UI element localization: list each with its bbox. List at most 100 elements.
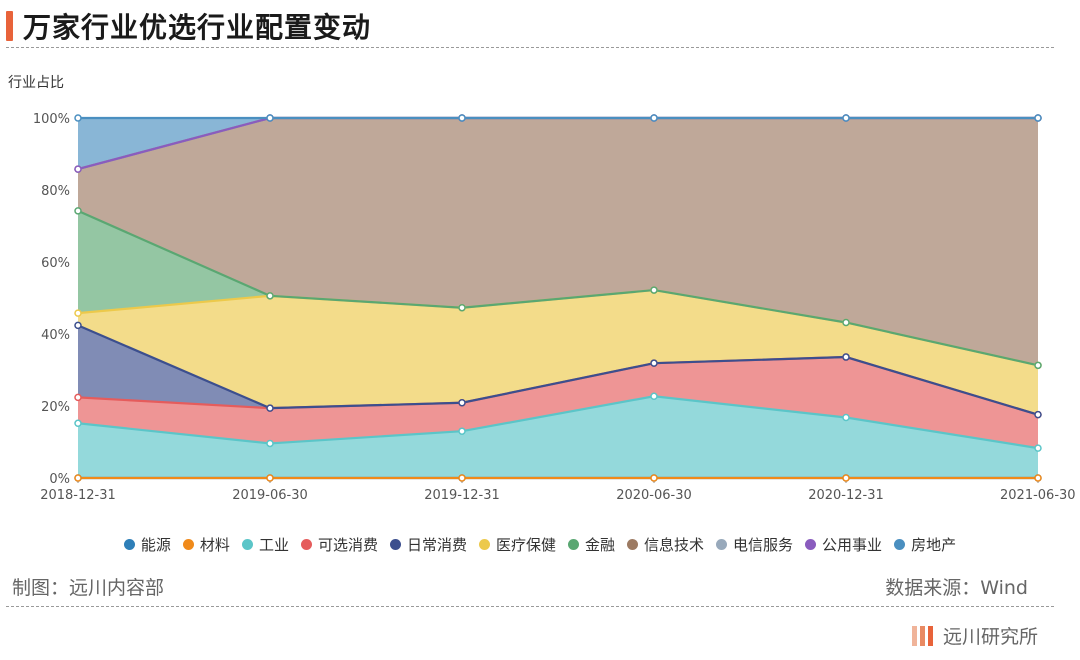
legend-label: 可选消费 [317, 536, 378, 554]
point-金融-2020-06-30[interactable] [650, 286, 658, 294]
y-tick-label: 0% [49, 472, 70, 487]
footer-divider [6, 606, 1054, 607]
legend-dot-icon [123, 539, 135, 550]
legend-label: 电信服务 [733, 536, 794, 554]
point-日常消费-2019-06-30[interactable] [266, 404, 274, 412]
point-工业-2018-12-31[interactable] [74, 419, 82, 428]
title-bar: 万家行业优选行业配置变动 [6, 8, 371, 44]
legend-label: 金融 [585, 536, 616, 554]
point-材料-2021-06-30[interactable] [1034, 474, 1042, 482]
legend-label: 医疗保健 [495, 536, 556, 554]
area-可选消费 [78, 357, 1038, 449]
x-tick-label: 2019-12-31 [424, 488, 500, 503]
legend-label: 能源 [140, 536, 171, 554]
legend-item-医疗保健[interactable]: 医疗保健 [478, 534, 556, 555]
legend-item-房地产[interactable]: 房地产 [894, 534, 956, 555]
brand-logo: 远川研究所 [911, 622, 1038, 649]
legend-label: 房地产 [911, 536, 957, 554]
legend-item-电信服务[interactable]: 电信服务 [716, 534, 793, 555]
area-信息技术 [78, 118, 1038, 366]
y-tick-label: 100% [33, 112, 70, 127]
point-房地产-2018-12-31[interactable] [74, 114, 82, 122]
legend-dot-icon [716, 539, 728, 550]
point-房地产-2021-06-30[interactable] [1034, 114, 1042, 122]
chart-area: 行业占比 0% 20% 40% 60% 80% 100% 2018-12-31 2019-06… [0, 60, 1080, 525]
legend-dot-icon [300, 539, 312, 550]
area-layers [78, 118, 1038, 478]
point-金融-2021-06-30[interactable] [1034, 361, 1042, 370]
data-source: 数据来源：Wind [885, 577, 1028, 599]
y-tick-label: 80% [41, 184, 70, 199]
legend-dot-icon [894, 539, 906, 550]
point-金融-2020-12-31[interactable] [842, 318, 850, 327]
brand-bar [927, 625, 933, 646]
stacked-area-chart: 行业占比 0% 20% 40% 60% 80% 100% 2018-12-31 2019-06… [8, 75, 1076, 503]
point-医疗保健-2018-12-31[interactable] [74, 309, 82, 317]
brand-bar [911, 625, 917, 646]
x-tick-label: 2020-06-30 [616, 488, 692, 503]
title-accent-bar [6, 11, 13, 41]
point-房地产-2019-12-31[interactable] [458, 114, 466, 122]
point-金融-2018-12-31[interactable] [74, 207, 82, 215]
legend-item-可选消费[interactable]: 可选消费 [300, 534, 378, 555]
point-日常消费-2020-06-30[interactable] [650, 359, 658, 367]
legend-dot-icon [389, 539, 401, 550]
x-tick-label: 2019-06-30 [232, 488, 308, 503]
point-材料-2019-12-31[interactable] [458, 474, 466, 482]
legend-item-日常消费[interactable]: 日常消费 [389, 534, 467, 555]
point-公用事业-2018-12-31[interactable] [74, 165, 82, 173]
point-材料-2020-06-30[interactable] [650, 474, 658, 482]
x-tick-label: 2021-06-30 [1000, 488, 1076, 503]
legend-dot-icon [568, 539, 579, 550]
legend-label: 日常消费 [406, 536, 467, 554]
point-工业-2019-06-30[interactable] [266, 439, 274, 448]
point-房地产-2020-06-30[interactable] [650, 114, 658, 122]
made-by-credit: 制图：远川内容部 [12, 577, 165, 599]
point-材料-2020-12-31[interactable] [842, 474, 850, 482]
brand-mark-icon [911, 625, 933, 646]
page-title: 万家行业优选行业配置变动 [23, 11, 372, 44]
legend-item-金融[interactable]: 金融 [568, 534, 615, 555]
point-工业-2020-06-30[interactable] [650, 392, 658, 401]
point-工业-2019-12-31[interactable] [458, 427, 466, 435]
legend-label: 公用事业 [822, 536, 883, 554]
y-tick-label: 20% [41, 400, 70, 415]
legend-item-能源[interactable]: 能源 [123, 534, 171, 555]
x-tick-label: 2018-12-31 [40, 488, 116, 503]
legend-dot-icon [478, 539, 490, 550]
legend-item-工业[interactable]: 工业 [241, 534, 289, 555]
area-工业 [78, 396, 1038, 478]
point-工业-2020-12-31[interactable] [842, 413, 850, 422]
point-材料-2019-06-30[interactable] [266, 474, 274, 482]
y-axis-label: 行业占比 [8, 75, 64, 91]
point-金融-2019-06-30[interactable] [266, 292, 274, 300]
brand-bar [919, 625, 925, 646]
title-divider [6, 47, 1054, 48]
point-房地产-2019-06-30[interactable] [266, 114, 274, 122]
point-工业-2021-06-30[interactable] [1034, 444, 1042, 452]
point-房地产-2020-12-31[interactable] [842, 114, 850, 122]
point-材料-2018-12-31[interactable] [74, 474, 82, 482]
point-日常消费-2019-12-31[interactable] [458, 399, 466, 407]
area-医疗保健 [78, 290, 1038, 415]
x-tick-label: 2020-12-31 [808, 488, 884, 503]
legend-dot-icon [805, 539, 817, 550]
series-line-工业 [77, 395, 1039, 450]
point-日常消费-2018-12-31[interactable] [74, 321, 82, 330]
series-line-日常消费 [77, 324, 1039, 416]
point-日常消费-2021-06-30[interactable] [1034, 410, 1042, 419]
area-房地产 [78, 118, 1038, 170]
legend-dot-icon [627, 539, 639, 550]
brand-name: 远川研究所 [942, 626, 1038, 648]
legend-label: 工业 [258, 536, 289, 554]
point-金融-2019-12-31[interactable] [458, 303, 466, 312]
legend-label: 信息技术 [644, 536, 705, 554]
legend-item-信息技术[interactable]: 信息技术 [627, 534, 704, 555]
point-日常消费-2020-12-31[interactable] [842, 353, 850, 361]
y-tick-label: 40% [41, 328, 70, 343]
legend-item-材料[interactable]: 材料 [182, 534, 230, 555]
legend-item-公用事业[interactable]: 公用事业 [805, 534, 882, 555]
legend-dot-icon [241, 539, 253, 550]
legend-label: 材料 [199, 536, 230, 554]
point-可选消费-2018-12-31[interactable] [74, 393, 82, 402]
